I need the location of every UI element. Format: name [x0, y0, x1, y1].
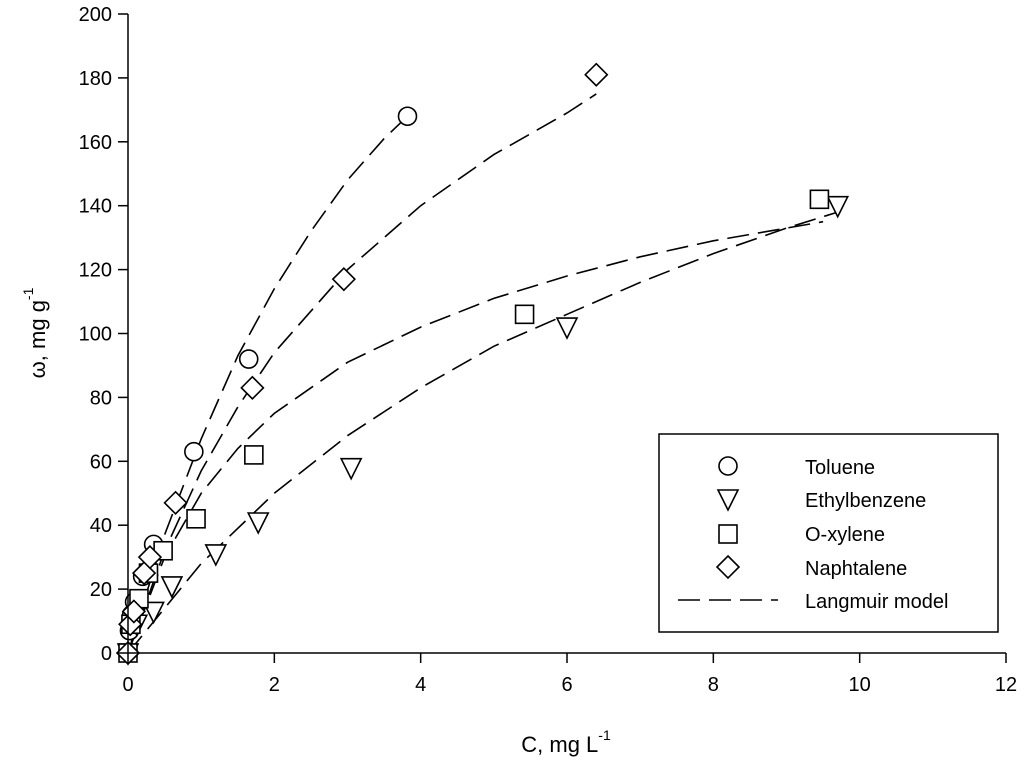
data-points — [115, 62, 850, 666]
y-tick-label: 100 — [79, 324, 112, 346]
legend-o-xylene-marker — [718, 524, 738, 544]
ethylbenzene-point — [160, 576, 184, 599]
legend-naphtalene-label: Naphtalene — [805, 558, 907, 580]
ethylbenzene-point — [555, 317, 579, 340]
x-tick-label: 10 — [849, 674, 871, 696]
toluene-point — [184, 441, 204, 462]
legend-toluene-label: Toluene — [805, 457, 875, 479]
legend-o-xylene-label: O-xylene — [805, 524, 885, 546]
y-tick-label: 160 — [79, 132, 112, 154]
o-xylene-point — [186, 509, 206, 529]
naphtalene-point — [584, 62, 609, 87]
y-tick-label: 180 — [79, 68, 112, 90]
legend: Toluene Ethylbenzene O-xylene Naphtalene… — [658, 433, 999, 633]
y-axis-title-text: ω, mg g — [25, 300, 50, 378]
naphtalene-point — [331, 267, 356, 292]
legend-langmuir-label: Langmuir model — [805, 591, 948, 613]
y-tick-label: 40 — [90, 515, 112, 537]
ethylbenzene-point — [204, 544, 228, 567]
legend-toluene-marker — [718, 456, 738, 476]
o-xylene-point — [514, 304, 535, 325]
toluene-point — [397, 106, 418, 127]
ethylbenzene-point — [246, 512, 270, 535]
x-tick-label: 6 — [561, 674, 572, 696]
ethylbenzene-point — [339, 457, 363, 481]
x-tick-label: 4 — [415, 674, 426, 696]
fit-line-o-xylene — [127, 220, 824, 654]
x-tick-label: 8 — [708, 674, 719, 696]
x-axis-title-superscript: -1 — [598, 727, 611, 743]
y-axis-title-superscript: -1 — [20, 287, 36, 300]
x-tick-label: 0 — [122, 674, 133, 696]
y-tick-label: 60 — [90, 451, 112, 473]
y-tick-label: 80 — [90, 387, 112, 409]
y-tick-label: 20 — [90, 579, 112, 601]
toluene-point — [238, 349, 259, 369]
fit-line-ethylbenzene — [127, 211, 838, 654]
legend-ethylbenzene-marker — [716, 489, 740, 512]
legend-naphtalene-marker — [715, 554, 741, 580]
naphtalene-point — [240, 375, 265, 400]
fit-line-naphtalene — [127, 93, 597, 654]
y-tick-label: 140 — [79, 196, 112, 218]
legend-ethylbenzene-label: Ethylbenzene — [805, 490, 926, 512]
y-tick-label: 200 — [79, 4, 112, 26]
y-tick-label: 0 — [101, 643, 112, 665]
naphtalene-point — [163, 490, 188, 515]
o-xylene-point — [809, 189, 830, 210]
naphtalene-point — [137, 545, 163, 570]
o-xylene-point — [244, 445, 264, 465]
y-tick-label: 120 — [79, 260, 112, 282]
ethylbenzene-point — [826, 195, 850, 219]
x-tick-label: 12 — [995, 674, 1017, 696]
legend-box — [658, 433, 999, 633]
y-axis-title: ω, mg g-1 — [20, 287, 50, 378]
x-axis-title-text: C, mg L — [521, 732, 598, 757]
x-tick-label: 2 — [269, 674, 280, 696]
x-axis-title: C, mg L-1 — [521, 727, 611, 757]
